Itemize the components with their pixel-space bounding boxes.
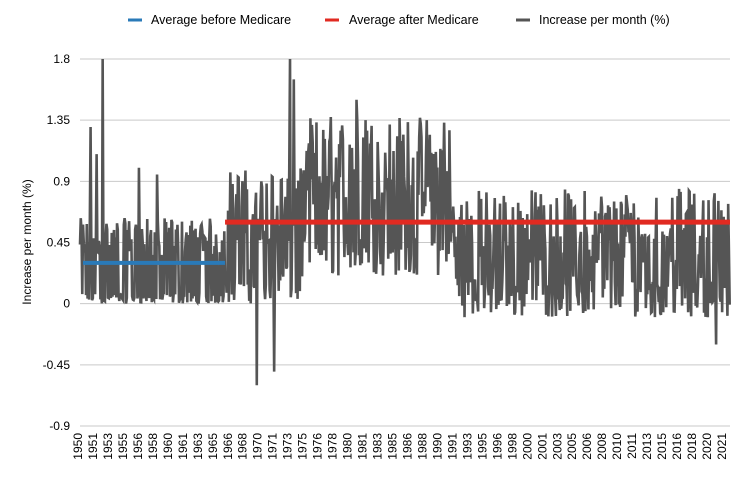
legend-label-before: Average before Medicare bbox=[151, 13, 291, 27]
x-tick-label: 2010 bbox=[610, 433, 624, 460]
x-tick-label: 2015 bbox=[655, 433, 669, 460]
x-tick-label: 1963 bbox=[191, 433, 205, 460]
x-tick-label: 1951 bbox=[86, 433, 100, 460]
x-tick-label: 1978 bbox=[326, 433, 340, 460]
x-tick-label: 1965 bbox=[206, 433, 220, 460]
x-tick-label: 1996 bbox=[490, 433, 504, 460]
x-tick-label: 2001 bbox=[535, 433, 549, 460]
y-tick-label: 0.9 bbox=[53, 174, 70, 188]
x-tick-label: 2018 bbox=[685, 433, 699, 460]
x-tick-label: 1970 bbox=[251, 433, 265, 460]
x-tick-label: 1968 bbox=[236, 433, 250, 460]
x-tick-label: 1973 bbox=[281, 433, 295, 460]
series-layer bbox=[78, 58, 731, 386]
y-tick-label: -0.45 bbox=[43, 358, 71, 372]
x-tick-label: 1958 bbox=[146, 433, 160, 460]
x-tick-label: 1988 bbox=[415, 433, 429, 460]
x-tick-label: 1991 bbox=[445, 433, 459, 460]
x-tick-label: 1980 bbox=[341, 433, 355, 460]
x-tick-label: 2008 bbox=[595, 433, 609, 460]
x-tick-label: 1990 bbox=[430, 433, 444, 460]
legend-label-after: Average after Medicare bbox=[349, 13, 479, 27]
y-tick-label: 1.8 bbox=[53, 52, 70, 66]
legend-label-monthly: Increase per month (%) bbox=[539, 13, 670, 27]
x-tick-label: 2013 bbox=[640, 433, 654, 460]
x-tick-label: 1961 bbox=[176, 433, 190, 460]
x-tick-label: 1986 bbox=[400, 433, 414, 460]
x-tick-label: 1976 bbox=[311, 433, 325, 460]
x-tick-label: 2016 bbox=[670, 433, 684, 460]
x-tick-label: 2005 bbox=[565, 433, 579, 460]
legend: Average before Medicare Average after Me… bbox=[128, 13, 670, 27]
average-lines bbox=[83, 219, 730, 265]
x-tick-label: 2021 bbox=[715, 433, 729, 460]
y-axis-tick-labels: 1.8 1.35 0.9 0.45 0 -0.45 -0.9 bbox=[43, 52, 71, 433]
x-tick-label: 1953 bbox=[101, 433, 115, 460]
y-axis-title: Increase per month (%) bbox=[20, 179, 34, 304]
x-tick-label: 2011 bbox=[625, 433, 639, 459]
x-tick-label: 2006 bbox=[580, 433, 594, 460]
x-tick-label: 1998 bbox=[505, 433, 519, 460]
x-tick-label: 1960 bbox=[161, 433, 175, 460]
x-tick-label: 1981 bbox=[356, 433, 370, 460]
x-tick-label: 2020 bbox=[700, 433, 714, 460]
y-tick-label: 0 bbox=[63, 297, 70, 311]
x-tick-label: 1993 bbox=[460, 433, 474, 460]
y-tick-label: 0.45 bbox=[47, 236, 71, 250]
y-tick-label: -0.9 bbox=[49, 419, 70, 433]
x-tick-label: 1985 bbox=[386, 433, 400, 460]
x-tick-label: 1971 bbox=[266, 433, 280, 460]
x-tick-label: 1950 bbox=[71, 433, 85, 460]
y-tick-label: 1.35 bbox=[47, 113, 71, 127]
x-tick-label: 2000 bbox=[520, 433, 534, 460]
x-tick-label: 1955 bbox=[116, 433, 130, 460]
x-tick-label: 2003 bbox=[550, 433, 564, 460]
x-tick-label: 1975 bbox=[296, 433, 310, 460]
monthly-increase-line bbox=[78, 58, 731, 386]
x-tick-label: 1983 bbox=[371, 433, 385, 460]
x-axis-tick-labels: 1950 1951 1953 1955 1956 1958 1960 1961 1963 1965… bbox=[71, 433, 729, 460]
x-tick-label: 1995 bbox=[475, 433, 489, 460]
x-tick-label: 1956 bbox=[131, 433, 145, 460]
x-tick-label: 1966 bbox=[221, 433, 235, 460]
